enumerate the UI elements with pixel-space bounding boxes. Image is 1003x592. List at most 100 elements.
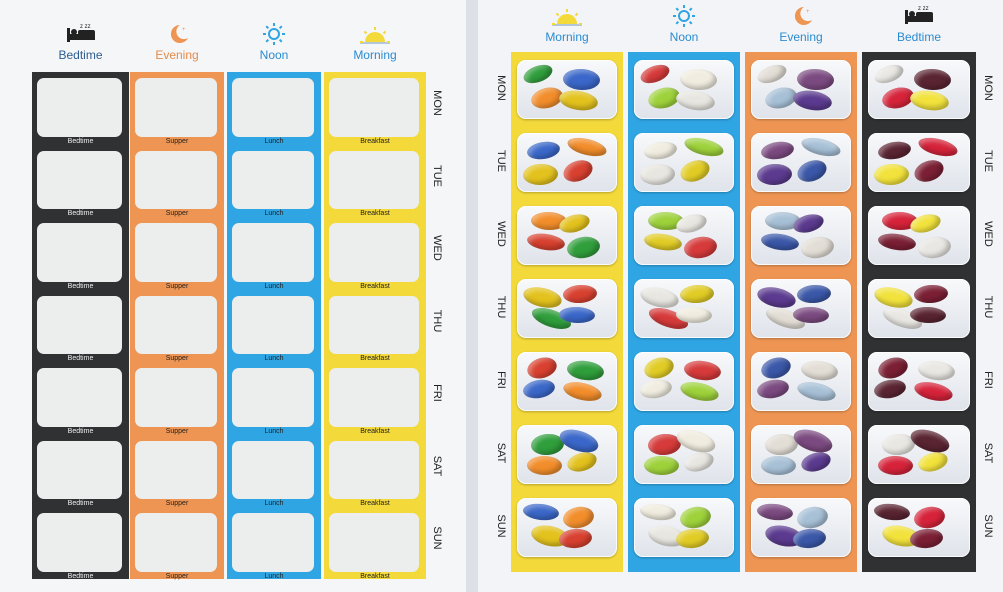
day-label: WED xyxy=(431,235,443,261)
pill-slot xyxy=(37,368,122,427)
moon-icon: + xyxy=(794,6,812,25)
pill-blister xyxy=(868,279,970,338)
jelly-bean xyxy=(912,378,955,405)
jelly-bean xyxy=(795,378,838,405)
jelly-bean xyxy=(641,354,677,382)
pill-blister xyxy=(751,425,851,484)
bed-icon: z zz xyxy=(905,6,933,24)
jelly-bean xyxy=(916,134,960,160)
pill-slot xyxy=(329,368,419,427)
pill-slot xyxy=(37,295,122,354)
slot-caption: Lunch xyxy=(264,427,284,435)
jelly-bean xyxy=(638,377,674,401)
pill-slot xyxy=(37,78,122,137)
sunrise-icon xyxy=(552,9,582,26)
column-header-morning: Morning xyxy=(319,22,431,62)
slot-caption: Bedtime xyxy=(67,427,94,435)
slot-caption: Breakfast xyxy=(360,572,390,580)
column-header-noon: Noon xyxy=(222,22,326,62)
day-label: THU xyxy=(431,309,443,332)
slot-caption: Supper xyxy=(165,500,189,507)
day-label-left: TUE xyxy=(495,150,507,172)
pill-blister xyxy=(751,206,851,265)
left-blank-chart: z zz Bedtime Bedtime Bedtime Bedtime Bedtime B… xyxy=(0,0,466,592)
slot-caption: Breakfast xyxy=(360,355,390,362)
column-header-label: Evening xyxy=(155,48,199,62)
slot-caption: Bedtime xyxy=(67,282,94,290)
jelly-bean xyxy=(760,231,800,253)
slot-caption: Lunch xyxy=(264,137,284,145)
sunrise-icon xyxy=(360,27,390,44)
right-filled-chart: Morning Noon + Evening z zz Bedtime MON MON TUE T… xyxy=(478,0,1003,592)
jelly-bean xyxy=(677,156,713,186)
pill-slot xyxy=(232,440,314,499)
column-header-evening: + Evening xyxy=(740,4,862,44)
pill-slot xyxy=(232,368,314,427)
jelly-bean xyxy=(679,68,718,91)
pill-blister xyxy=(517,279,617,338)
jelly-bean xyxy=(560,156,596,186)
pill-slot xyxy=(135,295,217,354)
day-label-right: TUE xyxy=(982,150,994,172)
pill-blister xyxy=(751,498,851,557)
column-header-bedtime: z zz Bedtime xyxy=(27,22,134,62)
slot-caption: Breakfast xyxy=(360,500,390,507)
jelly-bean xyxy=(678,504,713,531)
jelly-bean xyxy=(755,377,791,401)
pill-blister xyxy=(751,133,851,192)
pill-blister xyxy=(751,279,851,338)
jelly-bean xyxy=(682,134,726,160)
jelly-bean xyxy=(876,139,913,162)
slot-caption: Supper xyxy=(165,282,189,290)
jelly-bean xyxy=(561,504,596,531)
column-header-label: Bedtime xyxy=(58,48,103,62)
jelly-bean xyxy=(643,455,680,476)
svg-text:z zz: z zz xyxy=(80,24,91,30)
pill-blister xyxy=(751,60,851,119)
jelly-bean xyxy=(908,88,951,113)
jelly-bean xyxy=(911,156,947,186)
svg-text:+: + xyxy=(806,9,810,15)
pill-slot xyxy=(329,513,419,572)
column-header-label: Morning xyxy=(545,30,589,44)
jelly-bean xyxy=(916,358,957,383)
jelly-bean xyxy=(907,425,953,457)
column-header-label: Morning xyxy=(353,48,397,62)
pill-blister xyxy=(751,352,851,411)
sun-icon xyxy=(263,23,285,45)
jelly-bean xyxy=(682,358,723,383)
jelly-bean xyxy=(799,449,833,475)
column-header-label: Noon xyxy=(259,48,289,62)
jelly-bean xyxy=(557,88,600,113)
pill-blister xyxy=(868,206,970,265)
pill-blister xyxy=(634,206,734,265)
slot-caption: Bedtime xyxy=(67,210,94,217)
jelly-bean xyxy=(756,163,793,186)
jelly-bean xyxy=(643,231,683,253)
jelly-bean xyxy=(639,163,676,186)
day-label-right: SUN xyxy=(982,514,994,538)
jelly-bean xyxy=(561,378,604,405)
jelly-bean xyxy=(913,283,949,305)
pill-slot xyxy=(135,150,217,209)
jelly-bean xyxy=(526,231,566,253)
slot-caption: Bedtime xyxy=(67,572,94,580)
day-label-left: MON xyxy=(495,75,507,101)
pill-blister xyxy=(517,352,617,411)
pill-blister xyxy=(634,279,734,338)
pill-blister xyxy=(634,133,734,192)
pill-slot xyxy=(232,150,314,209)
slot-caption: Supper xyxy=(165,210,189,217)
jelly-bean xyxy=(521,61,555,87)
slot-caption: Lunch xyxy=(264,282,284,290)
pill-slot xyxy=(135,223,217,282)
jelly-bean xyxy=(638,61,672,87)
jelly-bean xyxy=(758,354,794,382)
slot-caption: Supper xyxy=(165,572,189,580)
jelly-bean xyxy=(673,425,719,457)
jelly-bean xyxy=(565,449,599,475)
pill-blister xyxy=(517,206,617,265)
day-label-right: FRI xyxy=(982,371,994,389)
pill-slot xyxy=(232,295,314,354)
column-header-bedtime: z zz Bedtime xyxy=(857,4,981,44)
